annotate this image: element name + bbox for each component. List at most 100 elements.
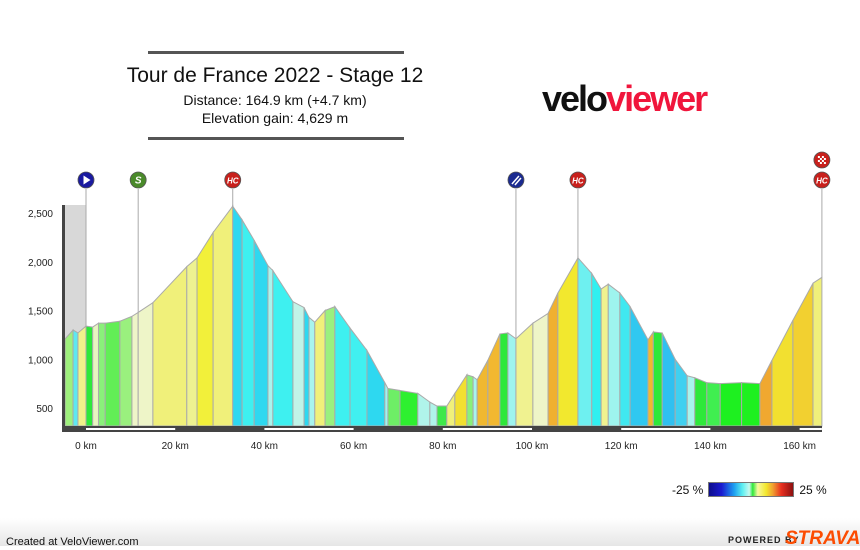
checker-square xyxy=(817,160,820,162)
hc-climb-icon: HC xyxy=(813,171,831,189)
profile-segment xyxy=(652,331,663,427)
profile-segment xyxy=(314,309,326,427)
profile-segment xyxy=(759,359,773,427)
start-play-icon xyxy=(77,171,95,189)
profile-segment xyxy=(547,292,559,427)
profile-segment xyxy=(499,332,509,427)
profile-segment xyxy=(349,326,368,427)
y-tick-label: 500 xyxy=(36,404,53,415)
created-at-link[interactable]: Created at VeloViewer.com xyxy=(6,536,139,548)
profile-segment xyxy=(476,359,489,427)
hc-climb-icon: HC xyxy=(569,171,587,189)
profile-segment xyxy=(515,322,534,427)
profile-segment xyxy=(119,315,133,427)
checker-square xyxy=(823,162,826,164)
profile-segment xyxy=(591,271,602,427)
checker-square xyxy=(819,162,822,164)
profile-segment xyxy=(661,332,676,427)
sprint-icon: S xyxy=(129,171,147,189)
y-tick-label: 2,000 xyxy=(28,258,53,269)
x-tick-label: 120 km xyxy=(605,441,638,452)
profile-segment xyxy=(253,240,269,427)
profile-segment xyxy=(64,328,74,427)
profile-segment xyxy=(417,392,431,427)
x-tick-label: 100 km xyxy=(516,441,549,452)
marker-label: HC xyxy=(816,177,828,186)
play-glyph xyxy=(83,175,91,185)
x-tick-label: 40 km xyxy=(251,441,278,452)
legend-min: -25 % xyxy=(672,482,704,497)
profile-segment xyxy=(454,373,468,427)
profile-segment xyxy=(308,316,316,427)
profile-segment xyxy=(629,306,649,427)
x-tick-label: 0 km xyxy=(75,441,97,452)
profile-segment xyxy=(232,204,243,427)
profile-segment xyxy=(429,401,438,427)
profile-segment xyxy=(771,320,794,427)
profile-segment xyxy=(399,389,419,427)
scale-stripe xyxy=(86,428,176,430)
profile-segment xyxy=(303,307,310,427)
fork-glyph xyxy=(511,175,520,185)
profile-segment xyxy=(104,320,121,427)
profile-segment xyxy=(92,322,99,427)
marker-label: HC xyxy=(572,177,584,186)
x-axis-bar xyxy=(62,426,822,432)
profile-segment xyxy=(267,264,274,427)
profile-segment xyxy=(466,374,474,427)
profile-segment xyxy=(686,375,696,427)
profile-segment xyxy=(97,322,106,427)
profile-segment xyxy=(487,333,501,427)
profile-segment xyxy=(436,405,448,427)
marker-circle xyxy=(129,171,147,189)
profile-segment xyxy=(607,283,621,427)
profile-segment xyxy=(241,217,255,427)
profile-segment xyxy=(212,204,234,427)
marker-label: HC xyxy=(227,177,239,186)
profile-segment xyxy=(196,230,214,427)
scale-stripe xyxy=(264,428,354,430)
profile-segment xyxy=(324,305,336,427)
profile-segment xyxy=(387,387,401,427)
title-rule-top xyxy=(148,51,404,54)
profile-segment xyxy=(72,329,79,427)
finish-flag-icon xyxy=(813,151,831,169)
profile-segment xyxy=(792,282,814,427)
marker-label: S xyxy=(135,176,142,187)
profile-segment xyxy=(706,382,721,427)
profile-segment xyxy=(619,291,631,427)
profile-segment xyxy=(131,311,139,427)
profile-segment xyxy=(532,312,549,427)
legend-max: 25 % xyxy=(799,482,827,497)
profile-segment xyxy=(366,348,386,427)
profile-segment xyxy=(472,375,478,427)
gradient-legend: -25 % 25 % xyxy=(672,482,827,497)
marker-circle xyxy=(569,171,587,189)
profile-segment xyxy=(152,265,188,427)
profile-segment xyxy=(647,330,654,427)
profile-segment xyxy=(77,325,87,427)
y-tick-label: 1,500 xyxy=(28,307,53,318)
profile-segment xyxy=(446,391,456,427)
distance-text: Distance: 164.9 km (+4.7 km) xyxy=(183,92,367,108)
y-axis-line xyxy=(62,205,65,431)
title-rule-bottom xyxy=(148,137,404,140)
profile-segment xyxy=(507,331,517,427)
elevation-profile-chart: 2,500 2,000 1,500 1,000 500 0 km 20 km 40 km 60 … xyxy=(28,151,831,452)
knife-glyph xyxy=(514,177,522,186)
gradient-color-scale xyxy=(708,482,795,497)
checker-square xyxy=(821,160,824,162)
footer xyxy=(0,518,860,546)
x-tick-label: 80 km xyxy=(429,441,456,452)
page-title: Tour de France 2022 - Stage 12 xyxy=(126,64,424,87)
checker-square xyxy=(823,158,826,160)
x-tick-label: 60 km xyxy=(340,441,367,452)
profile-segment xyxy=(577,256,593,427)
feed-zone-icon xyxy=(507,171,525,189)
scale-stripe xyxy=(442,428,532,430)
profile-segment xyxy=(85,325,94,427)
profile-segment xyxy=(674,357,688,427)
hc-climb-icon: HC xyxy=(224,171,242,189)
x-tick-label: 160 km xyxy=(783,441,816,452)
profile-segment xyxy=(272,268,294,427)
